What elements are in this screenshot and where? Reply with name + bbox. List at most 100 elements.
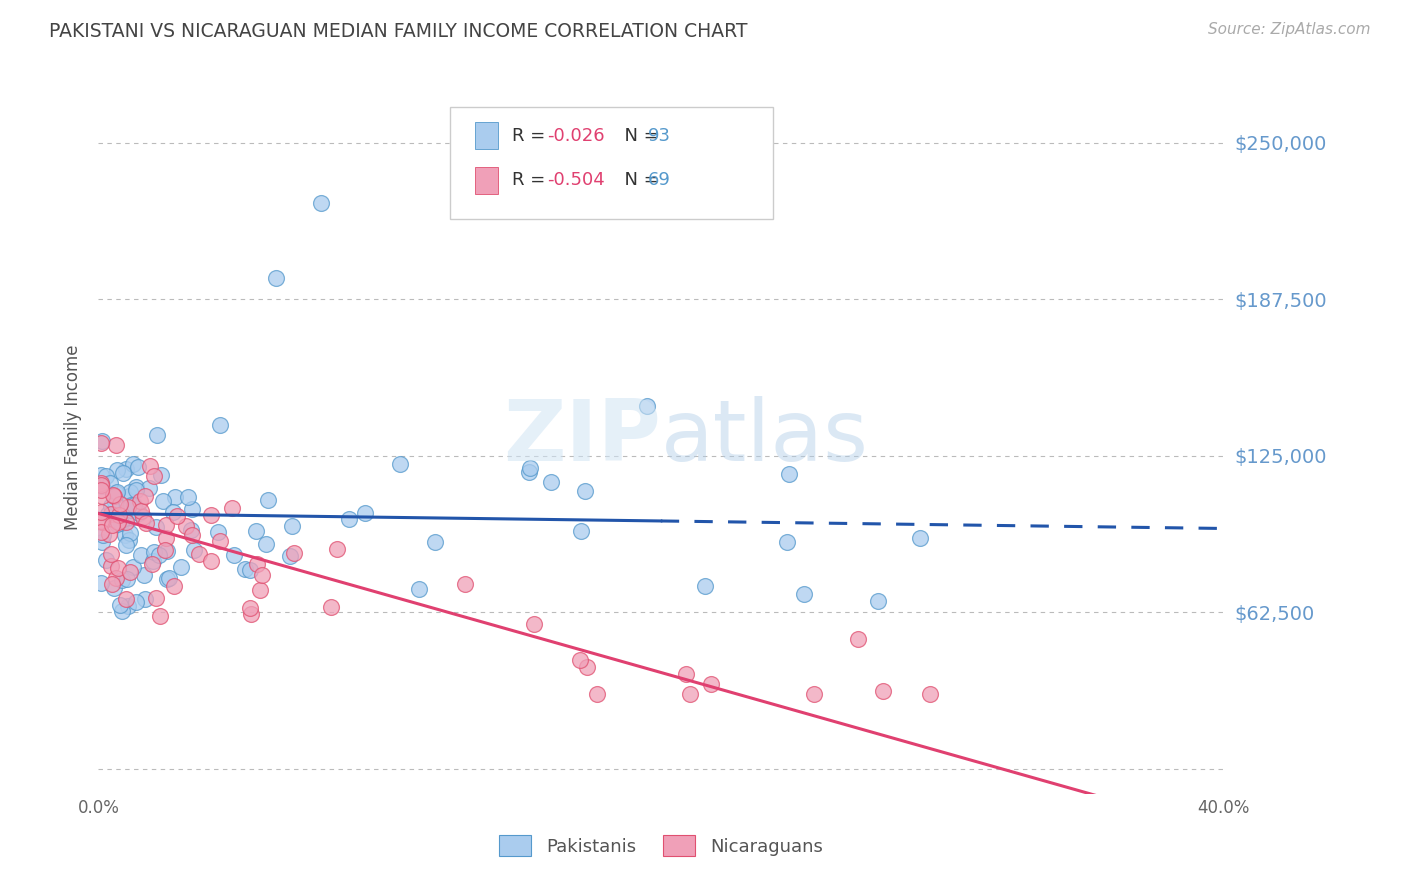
- Point: [104, 494, 127, 508]
- Point: [149, 608, 172, 623]
- Point: [122, 559, 145, 574]
- Point: [280, 519, 302, 533]
- Point: [115, 516, 138, 530]
- Point: [846, 632, 869, 646]
- Point: [104, 571, 127, 585]
- Point: [872, 683, 894, 698]
- Point: [108, 497, 131, 511]
- Y-axis label: Median Family Income: Median Family Income: [65, 344, 83, 530]
- Point: [517, 465, 540, 479]
- Point: [120, 498, 142, 512]
- Point: [183, 542, 205, 557]
- Point: [125, 483, 148, 497]
- Point: [675, 666, 697, 681]
- Point: [105, 438, 128, 452]
- Point: [90, 478, 112, 492]
- Point: [180, 523, 202, 537]
- Point: [575, 660, 598, 674]
- Point: [278, 549, 301, 563]
- Point: [107, 561, 129, 575]
- Point: [145, 520, 167, 534]
- Point: [187, 547, 209, 561]
- Point: [180, 528, 202, 542]
- Point: [239, 563, 262, 577]
- Text: ZIP: ZIP: [503, 395, 661, 479]
- Point: [105, 463, 128, 477]
- Legend: Pakistanis, Nicaraguans: Pakistanis, Nicaraguans: [492, 828, 830, 863]
- Point: [540, 475, 562, 489]
- Point: [162, 505, 184, 519]
- Point: [143, 469, 166, 483]
- Point: [283, 546, 305, 560]
- Point: [519, 461, 541, 475]
- Point: [117, 500, 139, 514]
- Point: [868, 594, 890, 608]
- Point: [180, 502, 202, 516]
- Point: [423, 534, 446, 549]
- Text: R =: R =: [512, 127, 551, 145]
- Point: [90, 477, 112, 491]
- Point: [132, 567, 155, 582]
- Text: -0.026: -0.026: [547, 127, 605, 145]
- Point: [107, 515, 129, 529]
- Point: [132, 510, 155, 524]
- Point: [177, 490, 200, 504]
- Point: [163, 579, 186, 593]
- Point: [245, 524, 267, 538]
- Point: [574, 483, 596, 498]
- Point: [104, 486, 127, 500]
- Point: [120, 510, 142, 524]
- Point: [246, 558, 269, 572]
- Point: [94, 469, 117, 483]
- Point: [91, 489, 114, 503]
- Point: [141, 557, 163, 571]
- Point: [111, 604, 134, 618]
- Point: [120, 565, 142, 579]
- Point: [125, 595, 148, 609]
- Point: [918, 687, 941, 701]
- Point: [90, 436, 112, 450]
- Point: [803, 687, 825, 701]
- Point: [254, 537, 277, 551]
- Point: [207, 524, 229, 539]
- Point: [115, 462, 138, 476]
- Point: [163, 490, 186, 504]
- Point: [636, 399, 658, 413]
- Point: [156, 572, 179, 586]
- Point: [134, 592, 156, 607]
- Point: [90, 504, 112, 518]
- Point: [264, 271, 287, 285]
- Point: [910, 532, 932, 546]
- Point: [118, 489, 141, 503]
- Point: [97, 508, 120, 522]
- Point: [155, 531, 177, 545]
- Point: [103, 490, 125, 504]
- Point: [326, 542, 349, 557]
- Point: [585, 687, 607, 701]
- Point: [131, 549, 153, 563]
- Point: [523, 617, 546, 632]
- Point: [149, 468, 172, 483]
- Point: [138, 459, 160, 474]
- Point: [100, 508, 122, 522]
- Point: [174, 518, 197, 533]
- Point: [114, 528, 136, 542]
- Point: [388, 457, 411, 471]
- Point: [107, 484, 129, 499]
- Point: [208, 533, 231, 548]
- Point: [90, 475, 112, 490]
- Text: N =: N =: [613, 127, 665, 145]
- Point: [114, 591, 136, 606]
- Point: [257, 492, 280, 507]
- Point: [90, 514, 112, 528]
- Point: [240, 607, 263, 622]
- Point: [222, 548, 245, 562]
- Point: [111, 466, 134, 480]
- Point: [91, 434, 114, 449]
- Text: R =: R =: [512, 171, 551, 189]
- Point: [127, 460, 149, 475]
- Point: [121, 457, 143, 471]
- Point: [103, 581, 125, 595]
- Point: [100, 559, 122, 574]
- Point: [155, 518, 177, 533]
